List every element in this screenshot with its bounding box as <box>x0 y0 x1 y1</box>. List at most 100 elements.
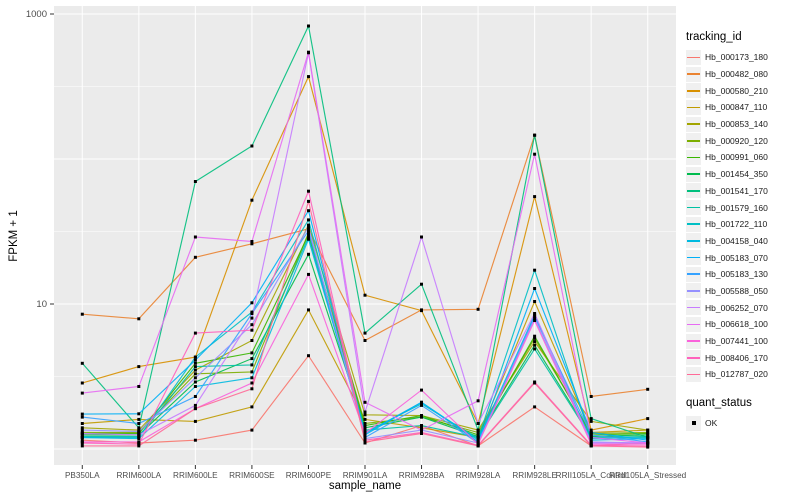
x-tick-label: RRIM928BA <box>399 471 445 480</box>
y-axis-title: FPKM + 1 <box>8 210 20 262</box>
data-point <box>533 268 537 272</box>
data-point <box>137 437 141 441</box>
legend-item-Hb_001722_110: Hb_001722_110 <box>686 216 800 233</box>
x-tick-label: RRIM600SE <box>229 471 275 480</box>
data-point <box>250 323 254 327</box>
data-point <box>646 428 650 432</box>
data-point <box>363 440 367 444</box>
data-point <box>250 357 254 361</box>
data-point <box>307 272 310 276</box>
legend-item-Hb_005183_070: Hb_005183_070 <box>686 249 800 266</box>
legend-item-Hb_005183_130: Hb_005183_130 <box>686 266 800 283</box>
legend-item-label: Hb_005183_130 <box>705 269 768 280</box>
legend-item-Hb_000920_120: Hb_000920_120 <box>686 132 800 149</box>
data-point <box>80 361 84 365</box>
legend-key-line-icon <box>686 99 701 115</box>
data-point <box>589 436 593 439</box>
data-point <box>533 133 537 137</box>
data-point <box>137 440 141 444</box>
data-point <box>307 225 310 229</box>
data-point <box>646 387 650 391</box>
data-point <box>476 307 480 311</box>
data-point <box>250 387 254 391</box>
legend-key-line-icon <box>686 216 701 232</box>
data-point <box>137 433 141 437</box>
legend-key-line-icon <box>686 49 701 65</box>
data-point <box>193 368 197 372</box>
data-point <box>250 351 254 355</box>
data-point <box>307 237 310 241</box>
data-point <box>250 376 254 380</box>
x-tick-label: RRII105LA_Control <box>556 471 627 480</box>
data-point <box>80 422 84 425</box>
data-point <box>420 426 423 430</box>
data-point <box>363 400 367 404</box>
data-point <box>533 319 537 322</box>
legend-item-label: Hb_005183_070 <box>705 252 768 263</box>
data-point <box>307 209 310 213</box>
data-point <box>363 417 367 421</box>
data-point <box>307 199 310 203</box>
legend-item-label: Hb_000847_110 <box>705 102 768 113</box>
data-point <box>363 437 367 441</box>
data-point <box>80 391 84 395</box>
data-point <box>193 358 197 362</box>
legend-item-label: Hb_001579_160 <box>705 202 768 213</box>
data-point <box>193 407 197 411</box>
data-point <box>533 405 537 409</box>
legend-key-line-icon <box>686 300 701 316</box>
data-point <box>307 308 310 312</box>
data-point <box>420 428 423 432</box>
data-point <box>80 438 84 442</box>
data-point <box>250 428 254 432</box>
legend-key-line-icon <box>686 200 701 216</box>
legend-item-Hb_000173_180: Hb_000173_180 <box>686 49 800 66</box>
legend-item-label: Hb_004158_040 <box>705 235 768 246</box>
data-point <box>193 365 197 369</box>
data-point <box>80 312 84 316</box>
data-point <box>250 363 254 367</box>
data-point <box>307 227 310 231</box>
legend-item-Hb_001579_160: Hb_001579_160 <box>686 199 800 216</box>
data-point <box>250 370 254 374</box>
legend-item-label: Hb_008406_170 <box>705 352 768 363</box>
legend-item-Hb_005588_050: Hb_005588_050 <box>686 283 800 300</box>
legend-item-Hb_006252_070: Hb_006252_070 <box>686 299 800 316</box>
legend-item-label: Hb_000853_140 <box>705 119 768 130</box>
data-point <box>533 315 537 318</box>
data-point <box>250 301 254 305</box>
data-point <box>476 438 480 442</box>
data-point <box>420 309 423 313</box>
data-point <box>307 231 310 235</box>
data-point <box>476 433 480 437</box>
data-point <box>589 419 593 423</box>
data-point <box>307 189 310 193</box>
legend-key-line-icon <box>686 350 701 366</box>
data-point <box>137 412 141 416</box>
data-point <box>646 438 650 442</box>
legend-key-line-icon <box>686 116 701 132</box>
data-point <box>476 444 480 448</box>
legend-item-label: Hb_000580_210 <box>705 85 768 96</box>
x-tick-label: RRIM901LA <box>343 471 388 480</box>
data-point <box>307 50 310 54</box>
data-point <box>420 282 423 286</box>
data-point <box>420 415 423 419</box>
legend-key-line-icon <box>686 149 701 165</box>
data-point <box>533 340 537 344</box>
data-point <box>476 428 480 432</box>
legend-item-Hb_000847_110: Hb_000847_110 <box>686 99 800 116</box>
data-point <box>250 242 254 246</box>
data-point <box>646 437 650 441</box>
data-point <box>137 385 141 388</box>
data-point <box>137 365 141 369</box>
data-point <box>363 438 367 442</box>
data-point <box>80 432 84 435</box>
data-point <box>250 144 254 148</box>
data-point <box>420 235 423 239</box>
data-point <box>476 431 480 434</box>
legend-item-quant-ok: OK <box>686 415 800 432</box>
data-point <box>307 252 310 256</box>
